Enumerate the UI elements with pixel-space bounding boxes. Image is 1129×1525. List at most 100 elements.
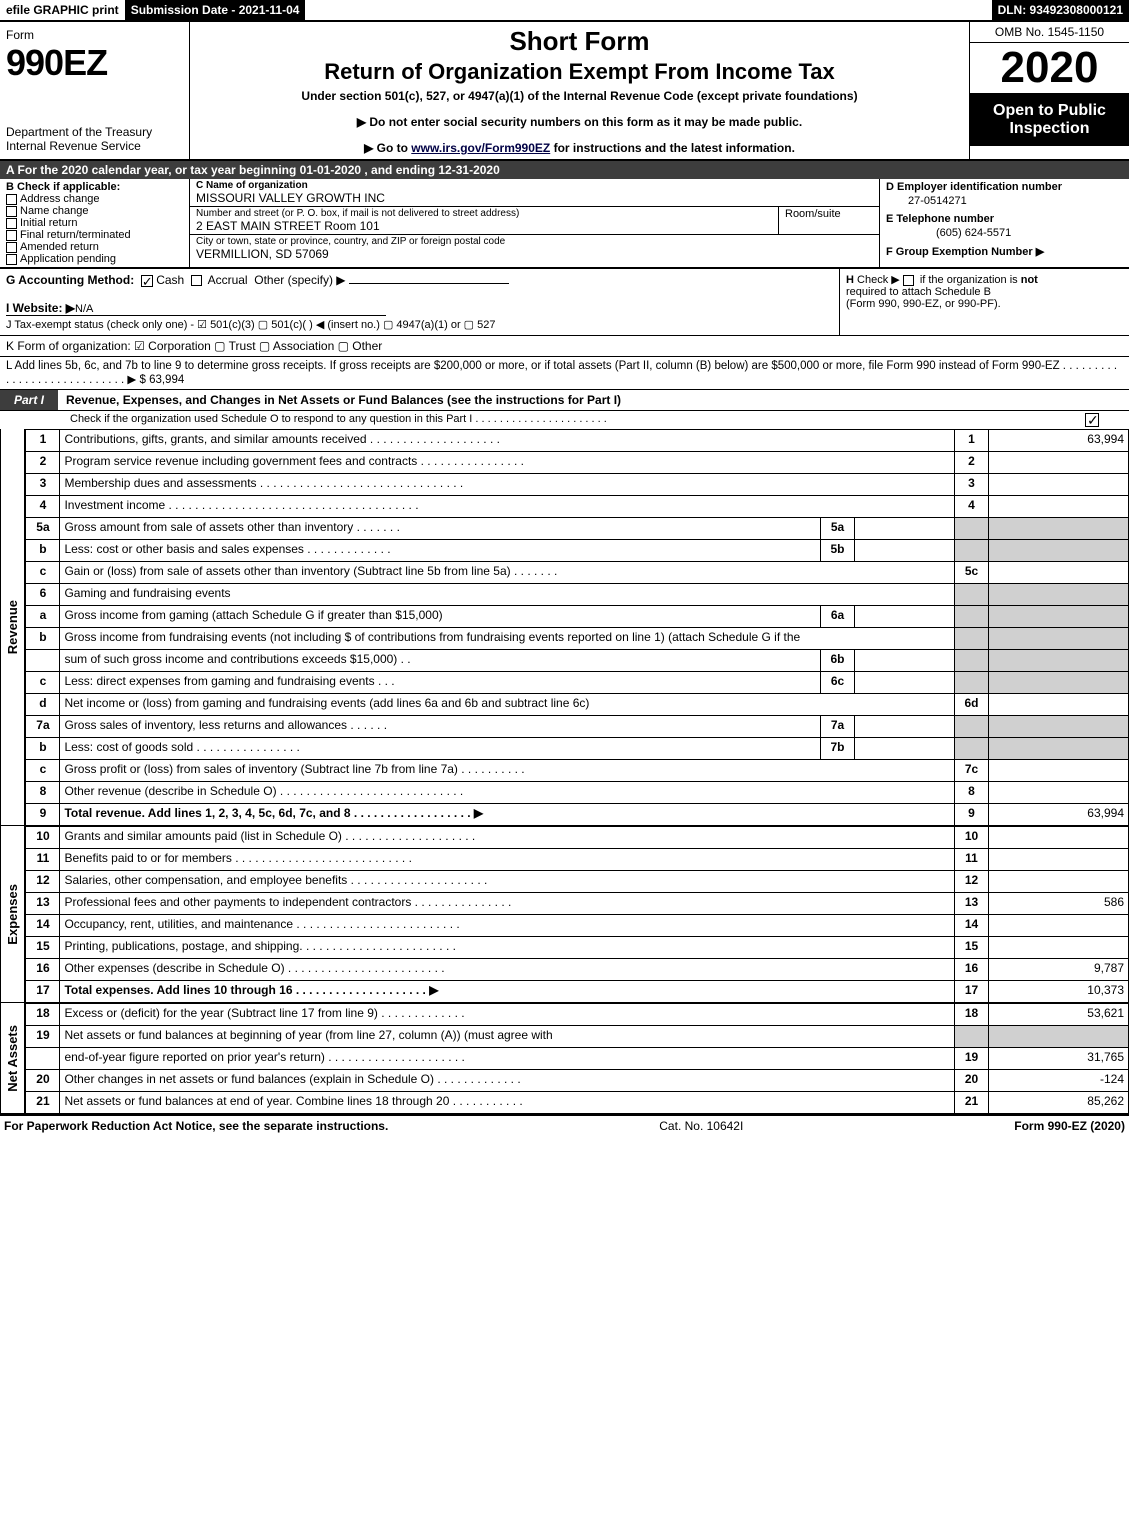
org-name: MISSOURI VALLEY GROWTH INC <box>196 191 873 205</box>
short-form-title: Short Form <box>198 26 961 57</box>
netassets-side-label: Net Assets <box>0 1003 25 1114</box>
tax-year: 2020 <box>970 43 1129 94</box>
line-row: cGain or (loss) from sale of assets othe… <box>26 562 1129 584</box>
group-exemption: F Group Exemption Number ▶ <box>886 245 1123 258</box>
g-cash-check[interactable] <box>141 275 153 287</box>
b-title: B Check if applicable: <box>6 181 183 193</box>
omb-number: OMB No. 1545-1150 <box>970 22 1129 43</box>
line-row: bLess: cost of goods sold . . . . . . . … <box>26 738 1129 760</box>
b-opt-final[interactable]: Final return/terminated <box>6 229 183 241</box>
b-opt-amended[interactable]: Amended return <box>6 241 183 253</box>
schedule-o-checkbox[interactable] <box>1085 413 1099 427</box>
expenses-table: 10Grants and similar amounts paid (list … <box>25 826 1129 1003</box>
form-word: Form <box>6 28 183 42</box>
street-value: 2 EAST MAIN STREET Room 101 <box>196 219 772 233</box>
line-row: 3Membership dues and assessments . . . .… <box>26 474 1129 496</box>
line-row: bLess: cost or other basis and sales exp… <box>26 540 1129 562</box>
form-number: 990EZ <box>6 42 183 84</box>
part-1-tab: Part I <box>0 390 58 410</box>
j-line: J Tax-exempt status (check only one) - ☑… <box>6 318 833 331</box>
expenses-side-label: Expenses <box>0 826 25 1003</box>
open-inspection: Open to Public Inspection <box>970 94 1129 146</box>
schedule-o-check-row: Check if the organization used Schedule … <box>0 410 1129 429</box>
expenses-block: Expenses 10Grants and similar amounts pa… <box>0 826 1129 1003</box>
footer-catno: Cat. No. 10642I <box>659 1119 743 1133</box>
room-label: Room/suite <box>779 207 879 234</box>
netassets-table: 18Excess or (deficit) for the year (Subt… <box>25 1003 1129 1114</box>
line-row: 21Net assets or fund balances at end of … <box>26 1092 1129 1114</box>
revenue-table: 1Contributions, gifts, grants, and simil… <box>25 429 1129 826</box>
city-value: VERMILLION, SD 57069 <box>196 247 873 261</box>
h-line1: H Check ▶ if the organization is not <box>846 273 1123 286</box>
line-row: 4Investment income . . . . . . . . . . .… <box>26 496 1129 518</box>
ein-value: 27-0514271 <box>908 195 1123 207</box>
c-title: C Name of organization <box>196 180 873 191</box>
revenue-side-label: Revenue <box>0 429 25 826</box>
revenue-block: Revenue 1Contributions, gifts, grants, a… <box>0 429 1129 826</box>
page-footer: For Paperwork Reduction Act Notice, see … <box>0 1114 1129 1136</box>
k-line: K Form of organization: ☑ Corporation ▢ … <box>0 335 1129 356</box>
line-row: 13Professional fees and other payments t… <box>26 893 1129 915</box>
line-row: sum of such gross income and contributio… <box>26 650 1129 672</box>
phone-value: (605) 624-5571 <box>936 227 1123 239</box>
top-bar: efile GRAPHIC print Submission Date - 20… <box>0 0 1129 22</box>
irs-link[interactable]: www.irs.gov/Form990EZ <box>411 141 550 155</box>
netassets-block: Net Assets 18Excess or (deficit) for the… <box>0 1003 1129 1114</box>
l-amount: 63,994 <box>149 374 184 386</box>
b-opt-address[interactable]: Address change <box>6 193 183 205</box>
under-section: Under section 501(c), 527, or 4947(a)(1)… <box>198 89 961 103</box>
efile-label: efile GRAPHIC print <box>0 0 125 20</box>
line-row: 2Program service revenue including gover… <box>26 452 1129 474</box>
line-row: end-of-year figure reported on prior yea… <box>26 1048 1129 1070</box>
section-c: C Name of organization MISSOURI VALLEY G… <box>190 179 879 267</box>
line-row: 20Other changes in net assets or fund ba… <box>26 1070 1129 1092</box>
line-row: bGross income from fundraising events (n… <box>26 628 1129 650</box>
line-row: 18Excess or (deficit) for the year (Subt… <box>26 1004 1129 1026</box>
line-row: 17Total expenses. Add lines 10 through 1… <box>26 981 1129 1003</box>
street-label: Number and street (or P. O. box, if mail… <box>196 208 772 219</box>
line-row: 11Benefits paid to or for members . . . … <box>26 849 1129 871</box>
phone-label: E Telephone number <box>886 213 1123 225</box>
ein-label: D Employer identification number <box>886 181 1123 193</box>
h-box: H Check ▶ if the organization is not req… <box>839 269 1129 335</box>
part-1-title: Revenue, Expenses, and Changes in Net As… <box>58 390 1129 410</box>
line-row: cGross profit or (loss) from sales of in… <box>26 760 1129 782</box>
line-row: 14Occupancy, rent, utilities, and mainte… <box>26 915 1129 937</box>
department: Department of the Treasury Internal Reve… <box>6 125 183 153</box>
line-row: 16Other expenses (describe in Schedule O… <box>26 959 1129 981</box>
h-line2: required to attach Schedule B <box>846 286 1123 298</box>
line-row: 10Grants and similar amounts paid (list … <box>26 827 1129 849</box>
line-row: aGross income from gaming (attach Schedu… <box>26 606 1129 628</box>
line-row: 8Other revenue (describe in Schedule O) … <box>26 782 1129 804</box>
b-opt-initial[interactable]: Initial return <box>6 217 183 229</box>
notice-goto: ▶ Go to www.irs.gov/Form990EZ for instru… <box>198 141 961 155</box>
notice-ssn: ▶ Do not enter social security numbers o… <box>198 115 961 129</box>
line-row: 5aGross amount from sale of assets other… <box>26 518 1129 540</box>
section-b: B Check if applicable: Address change Na… <box>0 179 190 267</box>
g-label: G Accounting Method: <box>6 273 134 287</box>
b-opt-name[interactable]: Name change <box>6 205 183 217</box>
line-row: 19Net assets or fund balances at beginni… <box>26 1026 1129 1048</box>
l-line: L Add lines 5b, 6c, and 7b to line 9 to … <box>0 356 1129 389</box>
form-header: Form 990EZ Department of the Treasury In… <box>0 22 1129 161</box>
line-row: 6Gaming and fundraising events <box>26 584 1129 606</box>
line-row: 15Printing, publications, postage, and s… <box>26 937 1129 959</box>
footer-right: Form 990-EZ (2020) <box>1014 1119 1125 1133</box>
line-row: 9Total revenue. Add lines 1, 2, 3, 4, 5c… <box>26 804 1129 826</box>
footer-left: For Paperwork Reduction Act Notice, see … <box>4 1119 388 1133</box>
website-value: N/A <box>75 303 93 315</box>
line-row: 12Salaries, other compensation, and empl… <box>26 871 1129 893</box>
g-accrual-check[interactable] <box>191 275 202 286</box>
b-opt-pending[interactable]: Application pending <box>6 253 183 265</box>
dln: DLN: 93492308000121 <box>992 0 1129 20</box>
return-title: Return of Organization Exempt From Incom… <box>198 59 961 85</box>
line-row: 7aGross sales of inventory, less returns… <box>26 716 1129 738</box>
line-row: 1Contributions, gifts, grants, and simil… <box>26 430 1129 452</box>
section-d: D Employer identification number 27-0514… <box>879 179 1129 267</box>
part-1-header: Part I Revenue, Expenses, and Changes in… <box>0 389 1129 410</box>
h-line3: (Form 990, 990-EZ, or 990-PF). <box>846 298 1123 310</box>
submission-date: Submission Date - 2021-11-04 <box>125 0 306 20</box>
line-a: A For the 2020 calendar year, or tax yea… <box>0 161 1129 179</box>
line-row: dNet income or (loss) from gaming and fu… <box>26 694 1129 716</box>
city-label: City or town, state or province, country… <box>196 236 873 247</box>
